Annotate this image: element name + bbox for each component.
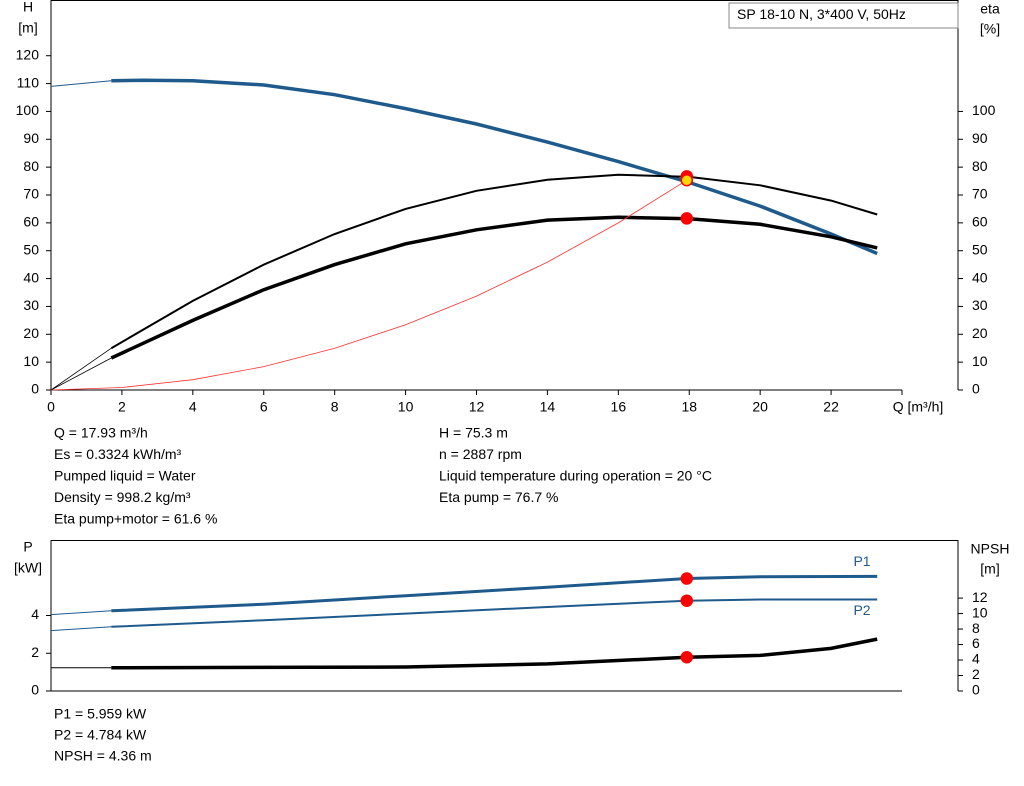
y-tick-label: 80	[23, 158, 39, 174]
curve	[111, 574, 878, 613]
curve-label: P2	[853, 602, 870, 618]
y2-tick-label: 30	[972, 297, 988, 313]
y2-tick-label: 40	[972, 269, 988, 285]
x-tick-label: 4	[189, 399, 197, 415]
y-tick-label: 30	[23, 297, 39, 313]
y-tick-label: 50	[23, 241, 39, 257]
y2-tick-label: 0	[972, 682, 980, 698]
x-tick-label: 18	[681, 399, 697, 415]
duty-point	[680, 594, 694, 607]
duty-info: Pumped liquid = Water	[54, 468, 196, 484]
y-tick-label: 10	[23, 353, 39, 369]
duty-info: H = 75.3 m	[439, 425, 508, 441]
y-tick-label: 4	[31, 606, 39, 622]
y-tick-label: 120	[16, 46, 40, 62]
duty-info: P2 = 4.784 kW	[54, 727, 147, 743]
y2-axis-unit: [m]	[980, 561, 999, 577]
y2-tick-label: 10	[972, 604, 988, 620]
curve	[111, 598, 878, 628]
y2-tick-label: 20	[972, 325, 988, 341]
x-tick-label: 2	[118, 399, 126, 415]
duty-info: Q = 17.93 m³/h	[54, 425, 148, 441]
y-tick-label: 70	[23, 186, 39, 202]
curve	[111, 78, 878, 256]
title-box	[728, 2, 959, 29]
chart-title: SP 18-10 N, 3*400 V, 50Hz	[737, 6, 906, 22]
y2-axis-label: eta	[980, 1, 1000, 17]
y2-tick-label: 50	[972, 241, 988, 257]
y2-axis-label: NPSH	[971, 541, 1010, 557]
y-tick-label: 0	[31, 682, 39, 698]
y2-tick-label: 12	[972, 589, 988, 605]
curve	[50, 347, 112, 391]
y-tick-label: 60	[23, 214, 39, 230]
y-tick-label: 110	[17, 74, 40, 90]
x-tick-label: 0	[47, 399, 55, 415]
y2-tick-label: 0	[972, 381, 980, 397]
y-axis-label: H	[23, 0, 33, 15]
y-tick-label: 2	[31, 644, 39, 660]
curve	[110, 173, 878, 350]
x-tick-label: 6	[260, 399, 268, 415]
x-axis-label: Q [m³/h]	[893, 399, 944, 415]
y2-tick-label: 10	[972, 353, 988, 369]
curve-label: P1	[853, 553, 870, 569]
y2-axis-unit: [%]	[980, 21, 1000, 37]
duty-point	[680, 173, 694, 187]
duty-point	[680, 650, 694, 664]
duty-info: NPSH = 4.36 m	[54, 748, 152, 764]
x-tick-label: 14	[540, 399, 556, 415]
curve	[50, 610, 112, 616]
y-tick-label: 100	[16, 102, 40, 118]
curve	[111, 637, 878, 670]
y2-tick-label: 4	[972, 651, 980, 667]
curve	[110, 215, 878, 360]
duty-info: Eta pump = 76.7 %	[439, 489, 558, 505]
duty-info: Es = 0.3324 kWh/m³	[54, 446, 182, 462]
curve	[50, 626, 112, 632]
duty-info: Eta pump+motor = 61.6 %	[54, 511, 217, 527]
x-tick-label: 8	[331, 399, 339, 415]
y-axis-unit: [kW]	[14, 560, 42, 576]
x-tick-label: 20	[752, 399, 768, 415]
duty-info: Liquid temperature during operation = 20…	[439, 468, 712, 484]
y-tick-label: 20	[23, 325, 39, 341]
y2-tick-label: 6	[972, 635, 980, 651]
duty-info: P1 = 5.959 kW	[54, 706, 147, 722]
y2-tick-label: 60	[972, 214, 988, 230]
x-tick-label: 12	[469, 399, 485, 415]
curve	[50, 80, 112, 87]
y2-tick-label: 70	[972, 186, 988, 202]
curve	[50, 357, 112, 391]
y-tick-label: 40	[23, 269, 39, 285]
x-tick-label: 22	[823, 399, 839, 415]
y2-tick-label: 8	[972, 620, 980, 636]
duty-point	[680, 572, 694, 585]
curve	[50, 179, 688, 391]
y2-tick-label: 90	[972, 130, 988, 146]
y-axis-unit: [m]	[18, 20, 37, 36]
y-axis-label: P	[23, 539, 32, 555]
duty-info: n = 2887 rpm	[439, 446, 522, 462]
y-tick-label: 90	[23, 130, 39, 146]
duty-info: Density = 998.2 kg/m³	[54, 489, 191, 505]
y2-tick-label: 2	[972, 666, 980, 682]
y-tick-label: 0	[31, 381, 39, 397]
y2-tick-label: 80	[972, 158, 988, 174]
y2-tick-label: 100	[972, 102, 996, 118]
x-tick-label: 16	[611, 399, 627, 415]
duty-point	[680, 212, 694, 225]
x-tick-label: 10	[398, 399, 414, 415]
